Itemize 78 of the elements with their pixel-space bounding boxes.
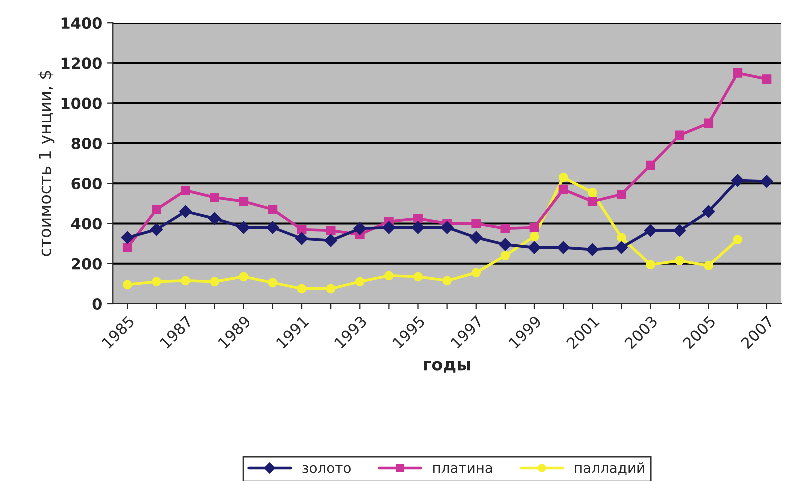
point [530, 232, 540, 242]
point [150, 223, 164, 236]
point [412, 221, 425, 234]
y-tick-label: 1400 [62, 18, 102, 30]
point [470, 231, 483, 244]
point [152, 205, 162, 214]
point [586, 243, 600, 256]
point [732, 174, 744, 188]
point [324, 234, 338, 248]
point [414, 272, 423, 282]
point [152, 277, 162, 287]
point [530, 223, 540, 232]
point [472, 219, 482, 228]
point [210, 192, 220, 202]
point [500, 224, 510, 234]
point [384, 271, 394, 281]
point [268, 278, 278, 288]
point [266, 221, 280, 234]
point [646, 160, 656, 170]
point [239, 196, 249, 206]
y-tick-label: 400 [71, 218, 102, 230]
point [675, 130, 684, 140]
point [500, 251, 510, 261]
point [557, 241, 570, 254]
point [210, 277, 220, 287]
point [528, 241, 541, 254]
point [558, 172, 568, 182]
point [122, 243, 132, 252]
point [675, 256, 684, 266]
point [440, 221, 454, 234]
point [442, 276, 452, 286]
point [326, 226, 336, 236]
point [382, 221, 396, 234]
point [208, 212, 222, 226]
point [181, 276, 190, 286]
point [121, 231, 134, 244]
point [616, 233, 626, 242]
y-tick-label: 1000 [62, 98, 102, 110]
point [733, 235, 743, 244]
point [355, 277, 365, 287]
point [558, 184, 568, 194]
point [760, 175, 774, 188]
y-tick-label: 1200 [62, 58, 102, 70]
point [122, 280, 132, 290]
point [179, 205, 192, 218]
point [239, 272, 249, 282]
point [181, 186, 190, 196]
y-tick-label: 600 [72, 178, 102, 190]
point [588, 196, 598, 206]
point [644, 224, 658, 238]
point [414, 214, 423, 224]
y-tick-label: 0 [92, 298, 102, 310]
point [297, 225, 307, 234]
y-tick-label: 200 [72, 258, 102, 270]
point [268, 205, 278, 214]
point [297, 284, 307, 294]
point [472, 268, 482, 278]
legend-label: палладий [575, 462, 644, 476]
point [615, 241, 628, 254]
point [704, 118, 714, 128]
point [616, 190, 626, 200]
point [237, 221, 250, 234]
point [702, 205, 716, 218]
point [673, 224, 686, 238]
point [296, 232, 308, 246]
point [354, 222, 367, 236]
legend-label: платина [434, 465, 492, 474]
legend-label: золото [302, 465, 351, 474]
x-axis-title: годы [424, 361, 470, 373]
point [499, 238, 512, 252]
point [326, 284, 336, 294]
point [733, 68, 743, 78]
y-tick-label: 800 [72, 138, 102, 150]
point [646, 260, 656, 270]
y-axis-title: стоимость 1 унции, $ [38, 71, 55, 256]
point [588, 188, 598, 198]
point [704, 261, 714, 271]
point [762, 74, 772, 84]
